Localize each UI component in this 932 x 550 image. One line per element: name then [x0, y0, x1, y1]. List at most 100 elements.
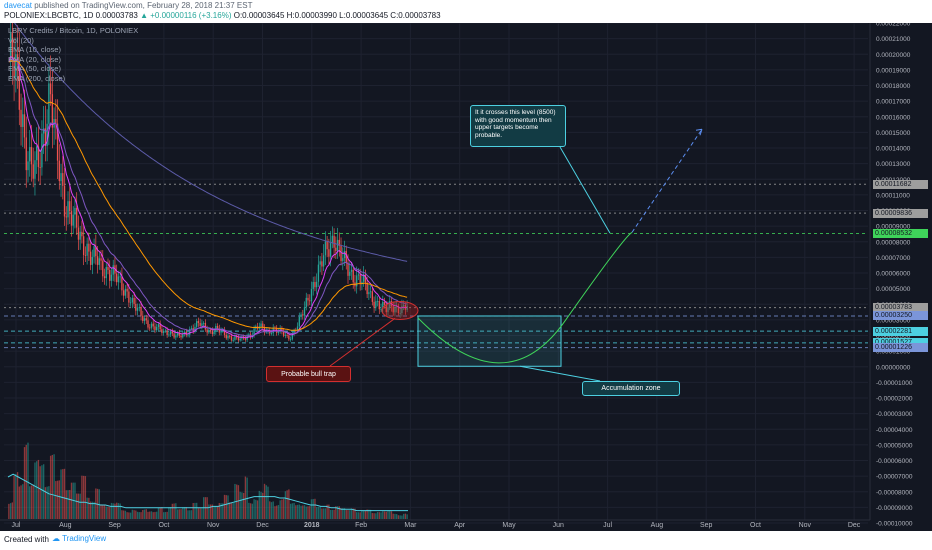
- volume-bar: [329, 509, 332, 519]
- bull-trap-marker: [381, 301, 419, 320]
- volume-bar: [60, 469, 62, 519]
- candle-body: [328, 249, 330, 257]
- price-change: ▲ +0.00000116 (+3.16%): [140, 11, 232, 20]
- volume-bar: [9, 503, 12, 519]
- volume-bar: [182, 507, 184, 519]
- volume-bar: [114, 503, 116, 519]
- price-axis-label: 0.00018000: [876, 83, 911, 90]
- candle-body: [204, 322, 207, 330]
- legend-ema20[interactable]: EMA (20, close): [8, 54, 61, 64]
- volume-bar: [84, 476, 87, 519]
- volume-bar: [157, 507, 160, 519]
- volume-bar: [328, 504, 330, 519]
- volume-bar: [383, 511, 386, 519]
- price-tag: 0.00009836: [873, 208, 928, 218]
- candle-body: [136, 307, 139, 311]
- target-note[interactable]: It it crosses this level (8500) with goo…: [470, 105, 566, 147]
- legend-vol[interactable]: Vol (20): [8, 35, 34, 45]
- volume-bar: [159, 507, 161, 519]
- volume-bar: [136, 511, 139, 519]
- candle-body: [58, 160, 60, 182]
- volume-bar: [371, 513, 374, 519]
- volume-bar: [208, 504, 210, 519]
- candle-body: [128, 291, 130, 303]
- candle-body: [295, 330, 297, 332]
- accumulation-label[interactable]: Accumulation zone: [582, 381, 680, 396]
- volume-bar: [394, 513, 396, 519]
- volume-bar: [222, 503, 224, 519]
- candle-body: [375, 301, 377, 308]
- volume-bar: [8, 503, 10, 519]
- volume-bar: [249, 503, 252, 519]
- candle-body: [168, 334, 170, 336]
- candle-body: [142, 315, 144, 321]
- price-chart[interactable]: 0.00022000 0.00021000 0.00020000 0.00019000…: [0, 0, 932, 531]
- candle-body: [37, 146, 40, 168]
- volume-bar: [404, 513, 407, 519]
- candle-body: [56, 123, 59, 161]
- candle-body: [345, 250, 347, 263]
- candle-body: [378, 301, 380, 310]
- candle-body: [107, 267, 109, 270]
- tradingview-logo[interactable]: ☁ TradingView: [52, 534, 106, 543]
- tradingview-cloud-icon: ☁: [52, 534, 63, 543]
- price-axis-label: -0.00006000: [876, 458, 913, 465]
- volume-bar: [267, 486, 269, 519]
- candle-body: [380, 308, 382, 310]
- volume-bar: [164, 512, 167, 519]
- volume-bar: [140, 512, 142, 519]
- candle-body: [218, 328, 220, 333]
- legend-title[interactable]: LBRY Credits / Bitcoin, 1D, POLONIEX: [8, 26, 139, 35]
- candle-body: [321, 261, 323, 267]
- candle-body: [194, 326, 196, 331]
- volume-bar: [58, 480, 60, 519]
- candle-body: [175, 335, 177, 338]
- volume-bar: [169, 507, 172, 519]
- volume-bar: [396, 514, 398, 519]
- volume-bar: [298, 504, 300, 519]
- volume-bar: [213, 506, 215, 519]
- volume-bar: [270, 502, 273, 519]
- candle-body: [342, 258, 344, 262]
- price-axis-label: 0.00013000: [876, 161, 911, 168]
- volume-bar: [220, 503, 222, 519]
- volume-bar: [149, 511, 151, 519]
- candle-body: [293, 330, 295, 334]
- candle-body: [173, 333, 175, 338]
- candle-body: [189, 328, 191, 335]
- candle-body: [36, 146, 38, 161]
- legend-ema10[interactable]: EMA (10, close): [8, 45, 61, 54]
- bull-trap-label[interactable]: Probable bull trap: [266, 366, 351, 382]
- candle-body: [387, 307, 389, 313]
- volume-bar: [390, 511, 393, 519]
- price-axis-label: 0.00016000: [876, 114, 911, 121]
- candle-body: [319, 261, 321, 265]
- footer: Created with ☁ TradingView: [0, 531, 932, 550]
- candle-body: [176, 332, 179, 336]
- volume-bar: [86, 497, 88, 519]
- candle-body: [20, 109, 22, 127]
- candle-body: [126, 288, 128, 292]
- candle-body: [373, 301, 375, 308]
- candle-body: [340, 245, 342, 262]
- candle-body: [305, 297, 307, 308]
- volume-bar: [183, 507, 186, 519]
- candle-body: [44, 128, 47, 147]
- volume-bar: [380, 512, 382, 519]
- price-tag: 0.00008532: [873, 228, 928, 238]
- candle-body: [76, 207, 78, 228]
- time-axis-label: Apr: [454, 522, 466, 529]
- candle-body: [196, 321, 198, 327]
- candle-body: [166, 330, 168, 335]
- chart-header: davecat published on TradingView.com, Fe…: [0, 0, 932, 23]
- author-link[interactable]: davecat: [4, 1, 33, 10]
- legend-ema200[interactable]: EMA (200, close): [8, 73, 66, 83]
- chart-pane[interactable]: 0.00022000 0.00021000 0.00020000 0.00019000…: [0, 0, 932, 531]
- candle-body: [284, 335, 287, 336]
- candle-body: [152, 323, 154, 327]
- candle-body: [401, 305, 403, 314]
- volume-bar: [79, 493, 81, 519]
- volume-bar: [194, 502, 196, 519]
- time-axis-label: Feb: [355, 522, 367, 529]
- legend-ema50[interactable]: EMA (50, close): [8, 64, 61, 73]
